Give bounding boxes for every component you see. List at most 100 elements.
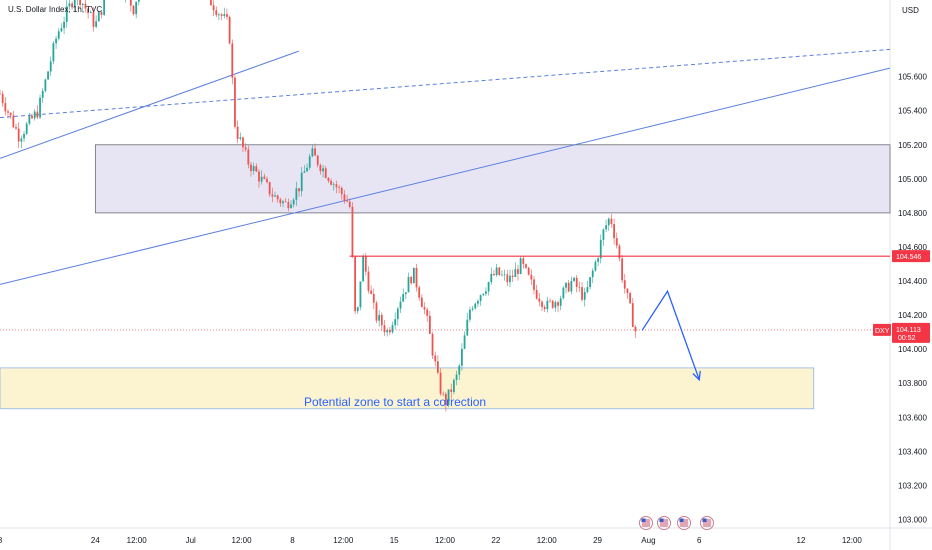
candle-body (487, 282, 490, 292)
candle (594, 259, 597, 272)
candle-body (423, 307, 426, 310)
candle-body (436, 361, 439, 373)
x-tick-label: 12:00 (537, 536, 558, 545)
candle-body (252, 166, 255, 172)
plot-area[interactable] (0, 0, 890, 528)
candle (586, 280, 589, 294)
candle (343, 190, 346, 204)
flag-canton (659, 518, 664, 522)
candle (7, 109, 9, 119)
candle (434, 351, 437, 367)
candle (581, 282, 583, 302)
candle (87, 7, 90, 19)
candle-body (477, 301, 479, 304)
candle-body (394, 319, 397, 326)
y-tick-label: 105.000 (898, 175, 927, 184)
candle-body (471, 308, 474, 310)
candle (322, 164, 324, 178)
candle-body (490, 274, 493, 283)
candle-body (623, 280, 626, 289)
candle-body (330, 180, 332, 185)
candle (223, 7, 226, 19)
x-tick-label: 12:00 (435, 536, 456, 545)
candle (525, 263, 527, 270)
candle (402, 288, 405, 303)
candle-body (282, 201, 284, 204)
candle-body (428, 315, 431, 334)
price-axis[interactable] (890, 0, 932, 550)
candle-body (319, 165, 322, 172)
us-flag-icon[interactable] (700, 516, 714, 530)
candle (52, 40, 55, 65)
candle (226, 8, 228, 20)
candle-body (298, 188, 300, 192)
candle (129, 0, 132, 12)
flag-canton (679, 518, 684, 522)
candle-body (33, 111, 36, 119)
candle (137, 0, 140, 6)
candle-body (242, 137, 244, 148)
candle-body (316, 155, 319, 166)
currency-label[interactable]: USD (902, 6, 919, 15)
candle (239, 132, 242, 141)
candle-body (7, 111, 9, 113)
candle (276, 194, 279, 203)
candle-body (372, 293, 375, 303)
candle (511, 269, 514, 282)
candle-body (135, 1, 138, 15)
candle (602, 228, 605, 246)
candle-body (129, 0, 132, 6)
candle-body (522, 258, 525, 265)
candle-body (65, 6, 68, 22)
candle-body (39, 97, 41, 118)
candle (522, 256, 525, 269)
candle-body (415, 267, 418, 288)
candle (375, 300, 378, 324)
candle (236, 120, 239, 144)
candle (386, 327, 389, 337)
y-tick-label: 103.400 (898, 447, 927, 456)
x-tick-label: 12 (797, 536, 806, 545)
candle-body (607, 218, 610, 226)
candle-body (63, 21, 65, 29)
candle (79, 0, 81, 10)
us-flag-icon[interactable] (677, 516, 691, 530)
candle (618, 243, 621, 262)
candle-body (399, 301, 402, 309)
candle (303, 165, 306, 173)
candle-body (503, 274, 506, 276)
us-flag-icon[interactable] (657, 516, 671, 530)
candle-body (362, 255, 365, 282)
symbol-tag-text: DXY (875, 328, 890, 335)
candle-body (55, 38, 57, 44)
candle (132, 5, 135, 16)
candle-body (340, 187, 343, 195)
time-axis[interactable] (0, 528, 932, 550)
candle (247, 145, 250, 169)
candle-body (634, 326, 637, 332)
candle (28, 112, 31, 126)
candle-body (557, 302, 559, 306)
candle-body (71, 3, 73, 8)
candle-body (602, 229, 605, 240)
candle (57, 28, 60, 41)
flag-canton (641, 518, 646, 522)
candle-body (31, 115, 33, 119)
candle (380, 312, 383, 331)
candle-body (354, 256, 357, 312)
candle (420, 294, 423, 308)
candle (431, 331, 434, 360)
long-trendline (0, 67, 891, 285)
candle (65, 0, 68, 28)
candle-body (87, 8, 90, 14)
candle-body (215, 10, 218, 16)
candle-body (79, 0, 81, 6)
candle (615, 232, 618, 249)
candle-body (410, 276, 413, 284)
us-flag-icon[interactable] (639, 516, 653, 530)
candle-body (346, 200, 348, 202)
x-tick-label: 12:00 (333, 536, 354, 545)
candle (287, 198, 290, 212)
candle-body (247, 149, 250, 165)
